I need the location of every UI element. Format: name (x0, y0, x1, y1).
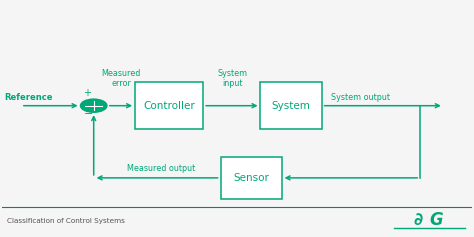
Text: Controller: Controller (143, 101, 195, 111)
Circle shape (81, 99, 107, 112)
Text: System
input: System input (217, 69, 247, 88)
FancyBboxPatch shape (220, 157, 282, 199)
Text: Measured
error: Measured error (101, 69, 141, 88)
Text: Measured output: Measured output (127, 164, 195, 173)
Text: ∂: ∂ (413, 211, 422, 229)
FancyBboxPatch shape (135, 82, 203, 129)
FancyBboxPatch shape (261, 82, 321, 129)
Text: Sensor: Sensor (233, 173, 269, 183)
Text: −: − (83, 109, 93, 118)
Text: Classification of Control Systems: Classification of Control Systems (7, 218, 125, 224)
Text: G: G (430, 211, 444, 229)
Text: +: + (83, 88, 91, 98)
Text: System: System (272, 101, 310, 111)
Text: System output: System output (331, 93, 390, 102)
Text: Reference: Reference (4, 93, 53, 102)
